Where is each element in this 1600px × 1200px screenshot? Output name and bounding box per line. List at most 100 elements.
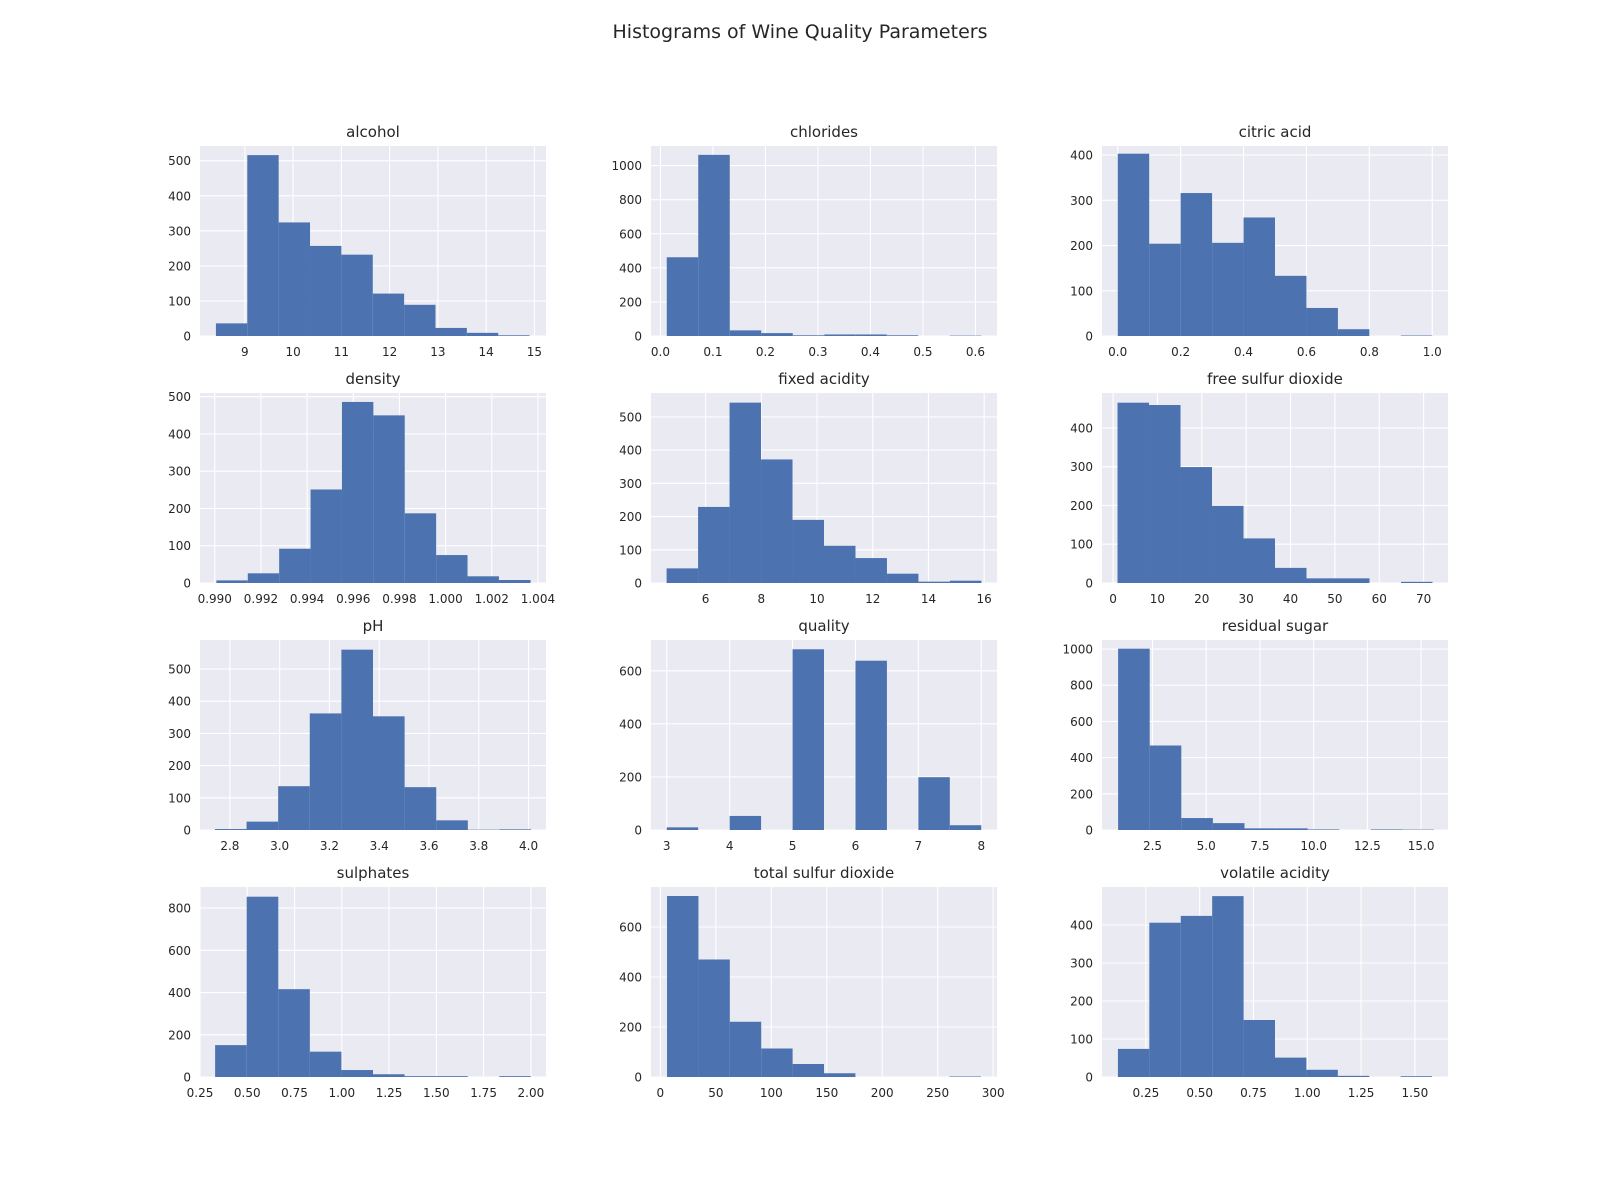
y-tick-label: 600 [619,921,642,935]
y-tick-label: 0 [183,577,191,591]
histogram-bar [499,829,532,830]
histogram-bar [466,332,499,336]
x-tick-label: 0.50 [1186,1086,1213,1100]
x-tick-label: 7.5 [1250,839,1269,853]
histogram-bar [855,558,887,583]
x-tick-label: 5.0 [1197,839,1216,853]
histogram-bar [278,989,310,1077]
x-tick-label: 10 [285,345,300,359]
x-tick-label: 20 [1194,592,1209,606]
histogram-bar [824,1073,856,1077]
histogram-bar [1400,1076,1433,1077]
histogram-bar [278,786,310,830]
y-tick-label: 300 [168,465,191,479]
y-tick-label: 400 [168,427,191,441]
x-tick-label: 0 [1109,592,1117,606]
x-tick-label: 12 [382,345,397,359]
y-tick-label: 400 [619,971,642,985]
histogram-panel-total-sulfur-dioxide: 0 50 100 150 200 250 300 0 200 400 600 total sulfur… [619,864,1005,1100]
x-tick-label: 1.25 [1348,1086,1375,1100]
y-tick-label: 200 [1070,499,1093,513]
y-tick-label: 100 [168,539,191,553]
histogram-bar [918,581,950,583]
histogram-bar [373,1074,405,1077]
histogram-bar [855,334,887,336]
y-tick-label: 100 [168,791,191,805]
x-tick-label: 0.2 [756,345,775,359]
histogram-bar [792,335,825,336]
y-tick-label: 200 [168,1028,191,1042]
x-tick-label: 0.8 [1360,345,1379,359]
histogram-bar [761,459,793,583]
histogram-bar [279,548,311,583]
y-tick-label: 800 [619,193,642,207]
histogram-bar [278,222,311,336]
histogram-bar [729,815,762,830]
histogram-bar [404,513,437,583]
x-tick-label: 40 [1283,592,1298,606]
y-tick-label: 100 [168,294,191,308]
histogram-bar [1149,243,1181,336]
histogram-bar [1243,1020,1275,1077]
histogram-panel-chlorides: 0.0 0.1 0.2 0.3 0.4 0.5 0.6 0 200 400 600 800 1000 ch… [611,123,997,359]
histogram-bar [1275,1057,1307,1077]
histogram-bar [215,323,248,336]
histogram-bar [1118,648,1150,830]
panel-title: residual sugar [1222,617,1329,635]
x-tick-label: 7 [915,839,923,853]
y-tick-label: 0 [634,1071,642,1085]
x-tick-label: 1.25 [376,1086,403,1100]
histogram-bar [1306,578,1338,583]
x-tick-label: 0.992 [244,592,278,606]
x-tick-label: 10 [809,592,824,606]
y-tick-label: 500 [168,662,191,676]
x-tick-label: 1.0 [1423,345,1442,359]
x-tick-label: 3.4 [370,839,389,853]
x-tick-label: 0.2 [1171,345,1190,359]
x-tick-label: 4.0 [519,839,538,853]
histogram-bar [436,555,468,583]
x-tick-label: 1.004 [521,592,555,606]
x-tick-label: 0.5 [913,345,932,359]
x-tick-label: 11 [334,345,349,359]
histogram-bar [309,713,342,830]
x-tick-label: 3.0 [270,839,289,853]
histogram-bar [1180,915,1213,1077]
x-tick-label: 1.00 [328,1086,355,1100]
y-tick-label: 0 [183,1071,191,1085]
y-tick-label: 500 [619,410,642,424]
x-tick-label: 50 [708,1086,723,1100]
histogram-bar [1180,467,1213,583]
histogram-bar [246,896,279,1077]
x-tick-label: 0 [657,1086,665,1100]
histogram-bar [1212,242,1244,336]
x-tick-label: 1.50 [423,1086,450,1100]
histogram-bar [499,1076,531,1077]
panel-title: fixed acidity [778,370,870,388]
x-tick-label: 10 [1150,592,1165,606]
histogram-bar [792,649,824,830]
histogram-bar [341,254,373,336]
histogram-bar [404,787,437,830]
histogram-panel-fixed-acidity: 6 8 10 12 14 16 0 100 200 300 400 500 fixed acidity [619,370,997,606]
x-tick-label: 5 [789,839,797,853]
histogram-bar [310,489,342,583]
histogram-panel-density: 0.990 0.992 0.994 0.996 0.998 1.000 1.002 1.004… [168,370,555,606]
histogram-panel-volatile-acidity: 0.25 0.50 0.75 1.00 1.25 1.50 0 100 200 300 400 vol… [1070,864,1448,1100]
x-tick-label: 150 [815,1086,838,1100]
x-tick-label: 0.75 [1240,1086,1267,1100]
x-tick-label: 50 [1327,592,1342,606]
y-tick-label: 0 [183,824,191,838]
histogram-bar [1181,818,1213,830]
x-tick-label: 300 [982,1086,1005,1100]
histogram-bar [949,825,982,830]
y-tick-label: 300 [1070,957,1093,971]
histogram-bar [373,716,405,830]
y-tick-label: 600 [1070,715,1093,729]
histogram-bar [698,154,730,336]
y-tick-label: 200 [619,770,642,784]
y-tick-label: 800 [1070,679,1093,693]
y-tick-label: 400 [619,444,642,458]
histogram-bar [1370,829,1403,830]
histogram-bar [1212,505,1244,583]
